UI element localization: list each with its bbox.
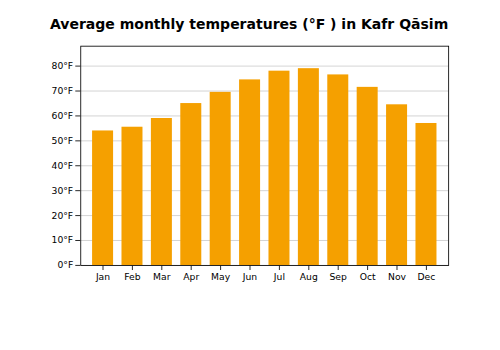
svg-text:0°F: 0°F xyxy=(57,259,73,270)
svg-text:Sep: Sep xyxy=(330,271,348,282)
svg-text:60°F: 60°F xyxy=(52,110,74,121)
svg-text:10°F: 10°F xyxy=(52,234,74,245)
svg-text:70°F: 70°F xyxy=(52,85,74,96)
svg-text:Nov: Nov xyxy=(388,271,407,282)
svg-text:50°F: 50°F xyxy=(52,135,74,146)
svg-text:Jan: Jan xyxy=(95,271,110,282)
svg-text:20°F: 20°F xyxy=(52,210,74,221)
svg-text:Feb: Feb xyxy=(124,271,140,282)
svg-text:30°F: 30°F xyxy=(52,185,74,196)
svg-text:Jun: Jun xyxy=(242,271,258,282)
svg-text:Apr: Apr xyxy=(183,271,199,282)
svg-text:May: May xyxy=(211,271,231,282)
svg-text:80°F: 80°F xyxy=(52,60,74,71)
svg-text:Dec: Dec xyxy=(417,271,435,282)
svg-text:Oct: Oct xyxy=(360,271,376,282)
svg-text:40°F: 40°F xyxy=(52,160,74,171)
svg-text:Mar: Mar xyxy=(153,271,171,282)
svg-text:Jul: Jul xyxy=(273,271,285,282)
html-text:Average monthly temperatures (: Average monthly temperatures (°F ) in Ka… xyxy=(50,16,449,32)
svg-text:Aug: Aug xyxy=(300,271,318,282)
